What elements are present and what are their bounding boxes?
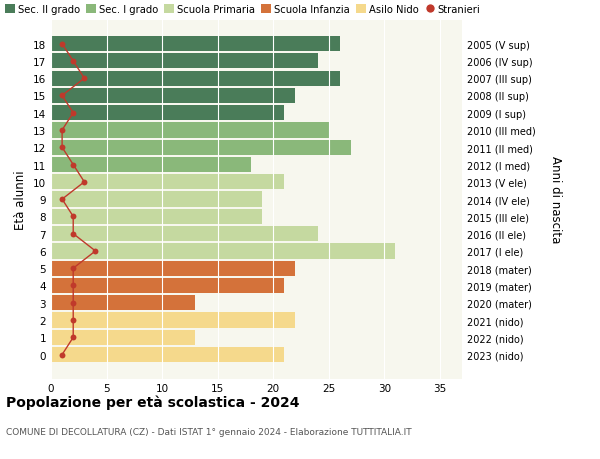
Point <box>68 265 78 272</box>
Bar <box>51 313 295 328</box>
Text: Popolazione per età scolastica - 2024: Popolazione per età scolastica - 2024 <box>6 395 299 409</box>
Bar <box>51 72 340 87</box>
Bar <box>51 123 329 138</box>
Bar <box>51 227 317 242</box>
Point <box>58 351 67 358</box>
Bar <box>51 296 196 311</box>
Point <box>68 162 78 169</box>
Bar <box>51 37 340 52</box>
Bar <box>51 261 295 276</box>
Point <box>80 75 89 83</box>
Point <box>58 41 67 48</box>
Legend: Sec. II grado, Sec. I grado, Scuola Primaria, Scuola Infanzia, Asilo Nido, Stran: Sec. II grado, Sec. I grado, Scuola Prim… <box>5 5 481 15</box>
Bar <box>51 140 351 156</box>
Bar <box>51 278 284 293</box>
Point <box>68 230 78 238</box>
Bar <box>51 89 295 104</box>
Bar <box>51 192 262 207</box>
Point <box>68 110 78 117</box>
Point <box>58 93 67 100</box>
Point <box>68 282 78 290</box>
Bar <box>51 106 284 121</box>
Point <box>68 317 78 324</box>
Bar <box>51 54 317 69</box>
Bar <box>51 347 284 363</box>
Point <box>80 179 89 186</box>
Bar <box>51 175 284 190</box>
Y-axis label: Età alunni: Età alunni <box>14 170 28 230</box>
Y-axis label: Anni di nascita: Anni di nascita <box>550 156 563 243</box>
Point <box>68 299 78 307</box>
Bar <box>51 330 196 345</box>
Point <box>68 334 78 341</box>
Point <box>68 213 78 221</box>
Bar <box>51 157 251 173</box>
Point <box>58 196 67 203</box>
Bar <box>51 244 395 259</box>
Point <box>58 144 67 151</box>
Point <box>68 58 78 66</box>
Bar <box>51 209 262 224</box>
Point <box>91 248 100 255</box>
Point <box>58 127 67 134</box>
Text: COMUNE DI DECOLLATURA (CZ) - Dati ISTAT 1° gennaio 2024 - Elaborazione TUTTITALI: COMUNE DI DECOLLATURA (CZ) - Dati ISTAT … <box>6 427 412 436</box>
